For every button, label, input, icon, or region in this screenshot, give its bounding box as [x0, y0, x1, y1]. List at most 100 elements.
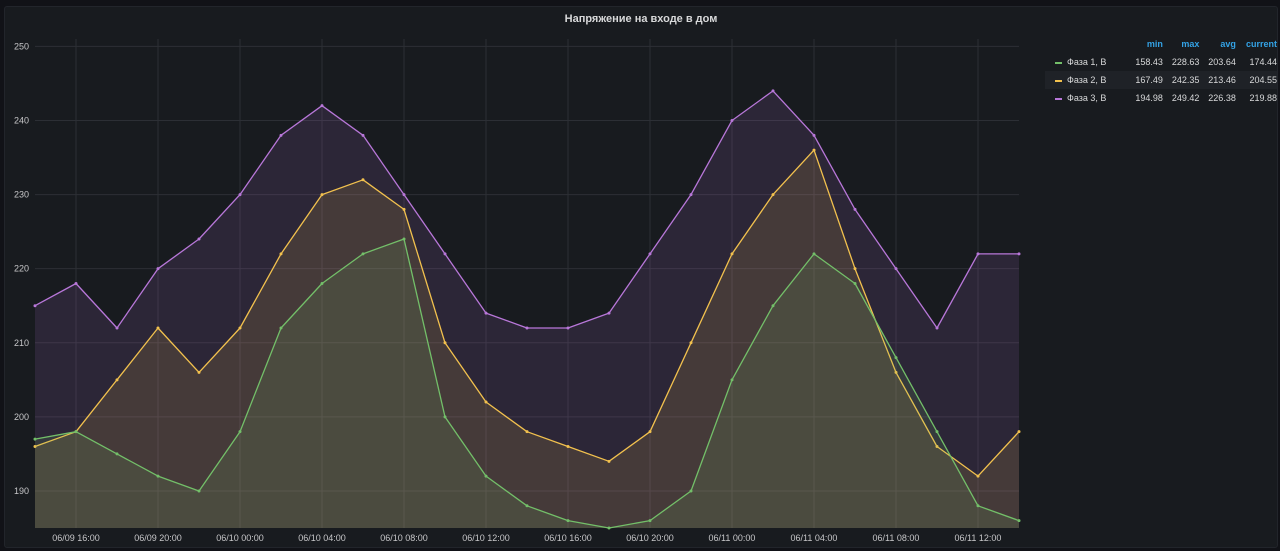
legend-max-value: 249.42 [1171, 93, 1200, 103]
legend-current-header[interactable]: current [1245, 39, 1277, 49]
x-tick-label: 06/10 08:00 [380, 533, 428, 543]
data-point [976, 504, 980, 508]
data-point [156, 474, 160, 478]
data-point [894, 356, 898, 360]
data-point [320, 282, 324, 285]
data-point [894, 267, 898, 271]
x-tick-label: 06/11 00:00 [709, 533, 756, 543]
data-point [484, 400, 488, 404]
x-tick-label: 06/09 20:00 [134, 533, 182, 543]
y-tick-label: 240 [14, 116, 29, 126]
series-color-swatch [1055, 97, 1062, 100]
data-point [689, 489, 693, 493]
series-color-swatch [1055, 61, 1062, 64]
data-point [689, 341, 693, 345]
data-point [648, 430, 652, 434]
legend-min-value: 167.49 [1126, 71, 1163, 89]
series-area [35, 150, 1019, 528]
data-point [443, 252, 447, 256]
data-point [935, 326, 939, 330]
data-point [361, 178, 365, 182]
x-tick-label: 06/10 12:00 [462, 533, 510, 543]
x-tick-label: 06/11 04:00 [791, 533, 838, 543]
data-point [566, 326, 570, 330]
data-point [648, 519, 652, 523]
series-color-swatch [1055, 79, 1062, 82]
data-point [648, 252, 652, 256]
data-point [607, 311, 611, 315]
data-point [115, 452, 119, 456]
data-point [853, 267, 857, 271]
data-point [935, 445, 939, 448]
graph-panel: Напряжение на входе в дом 190 200 210 220 23… [4, 6, 1278, 548]
legend-series-label: Фаза 2, В [1067, 75, 1107, 85]
data-point [689, 193, 693, 197]
panel-title[interactable]: Напряжение на входе в дом [564, 13, 718, 25]
legend-avg-value: 213.46 [1199, 71, 1236, 89]
data-point [566, 519, 570, 523]
legend-current-value: 204.55 [1235, 71, 1277, 89]
x-tick-label: 06/10 20:00 [626, 533, 674, 543]
data-point [525, 504, 529, 508]
data-point [812, 133, 816, 137]
data-point [443, 415, 447, 419]
legend-max-value: 242.35 [1162, 71, 1200, 89]
x-tick-label: 06/10 16:00 [544, 533, 592, 543]
data-point [976, 474, 980, 478]
data-point [607, 459, 611, 463]
data-point [402, 207, 406, 211]
legend-min-value: 194.98 [1135, 93, 1163, 103]
data-point [853, 282, 857, 285]
data-point [74, 430, 78, 434]
data-point [320, 104, 324, 108]
data-point [115, 378, 119, 382]
y-tick-label: 250 [14, 41, 29, 51]
data-point [976, 252, 980, 256]
data-point [33, 437, 37, 441]
data-point [115, 326, 119, 330]
data-point [238, 326, 242, 330]
series-area [35, 90, 1019, 529]
voltage-chart[interactable]: 190 200 210 220 230 240 250 06/09 16:00 06/09 20… [5, 7, 1035, 547]
data-point [1017, 430, 1021, 434]
data-point [525, 430, 529, 434]
data-point [853, 207, 857, 211]
data-point [1017, 519, 1021, 523]
data-point [74, 282, 78, 285]
legend-min-header[interactable]: min [1146, 39, 1163, 49]
legend-series-label: Фаза 3, В [1067, 93, 1107, 103]
x-tick-label: 06/11 08:00 [873, 533, 920, 543]
legend-series-name[interactable]: Фаза 2, В [1045, 71, 1127, 89]
legend-avg-header[interactable]: avg [1220, 39, 1236, 49]
data-point [1017, 252, 1021, 256]
data-point [197, 489, 201, 493]
legend-row-phase-3[interactable]: Фаза 3, В 194.98 249.42 226.38 219.88 [1045, 89, 1277, 107]
legend-row-phase-1[interactable]: Фаза 1, В 158.43 228.63 203.64 174.44 [1045, 53, 1277, 71]
legend-series-name[interactable]: Фаза 3, В [1045, 89, 1126, 107]
data-point [443, 341, 447, 345]
legend-series-label: Фаза 1, В [1067, 57, 1107, 67]
data-point [33, 445, 37, 448]
x-tick-label: 06/11 12:00 [955, 533, 1002, 543]
data-point [361, 252, 365, 256]
data-point [730, 252, 734, 256]
data-point [812, 148, 816, 152]
legend: min max avg current Фаза 1, В 158.43 228… [1045, 37, 1277, 107]
legend-max-header[interactable]: max [1181, 39, 1200, 49]
legend-series-name[interactable]: Фаза 1, В [1045, 53, 1126, 71]
data-point [33, 304, 37, 308]
data-point [607, 526, 611, 530]
data-point [156, 267, 160, 271]
data-point [812, 252, 816, 256]
data-point [197, 237, 201, 241]
x-tick-label: 06/10 00:00 [216, 533, 264, 543]
data-point [730, 378, 734, 382]
data-point [771, 193, 775, 197]
data-point [525, 326, 529, 330]
data-point [566, 445, 570, 448]
data-point [156, 326, 160, 330]
legend-min-value: 158.43 [1135, 57, 1163, 67]
legend-row-phase-2[interactable]: Фаза 2, В 167.49 242.35 213.46 204.55 [1045, 71, 1277, 89]
legend-avg-value: 226.38 [1208, 93, 1236, 103]
y-tick-label: 190 [14, 486, 29, 496]
